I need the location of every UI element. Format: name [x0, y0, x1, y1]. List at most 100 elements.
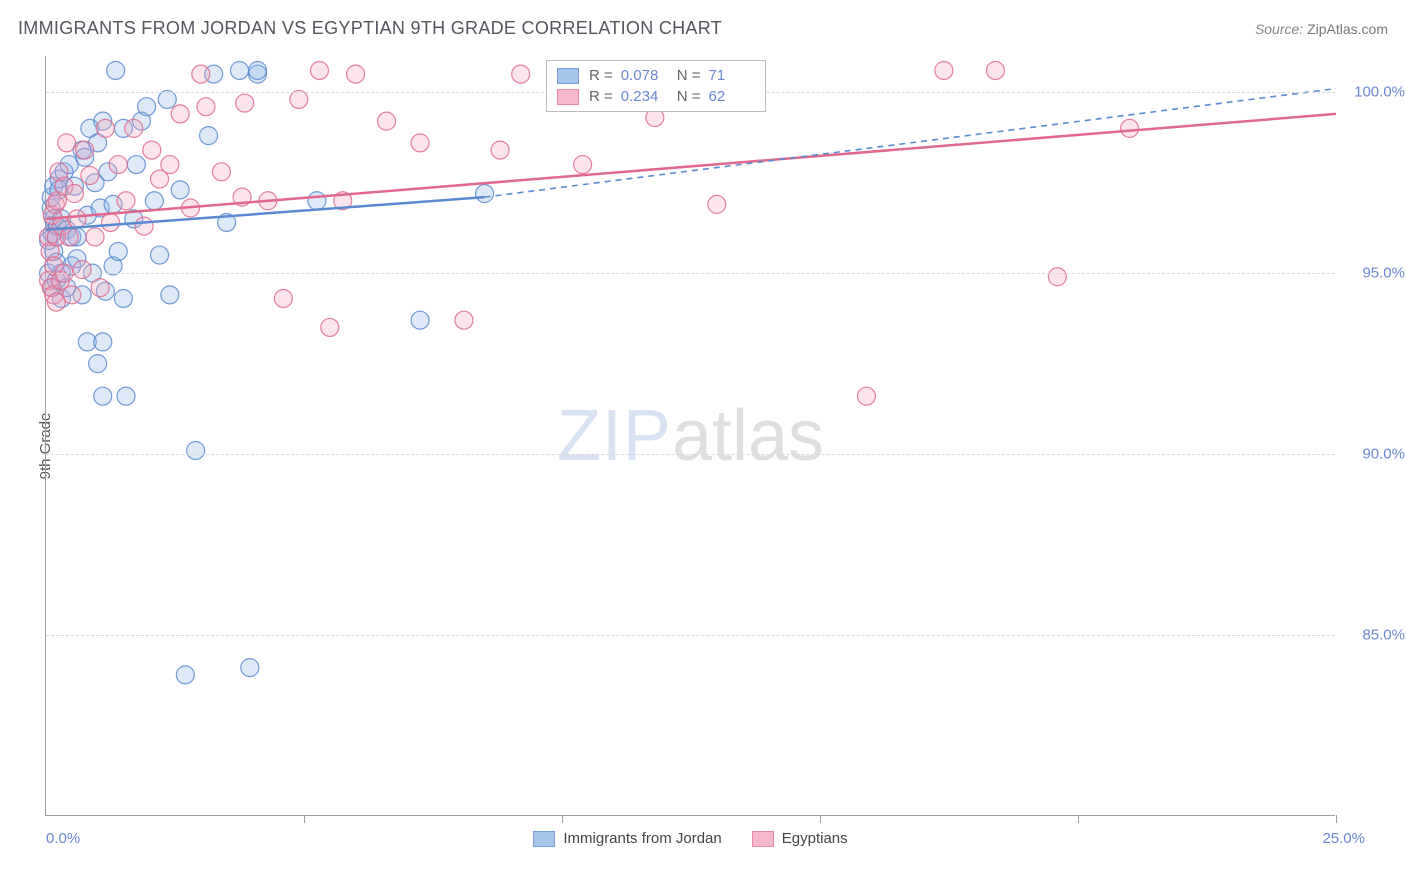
scatter-point-egyptian	[708, 195, 726, 213]
r-label: R =	[589, 67, 613, 84]
y-tick-label: 95.0%	[1345, 265, 1405, 282]
scatter-point-egyptian	[76, 141, 94, 159]
scatter-point-egyptian	[192, 65, 210, 83]
scatter-point-jordan	[94, 387, 112, 405]
scatter-point-jordan	[151, 246, 169, 264]
scatter-point-egyptian	[73, 261, 91, 279]
scatter-point-egyptian	[143, 141, 161, 159]
scatter-point-egyptian	[117, 192, 135, 210]
scatter-point-egyptian	[236, 94, 254, 112]
legend-label-egyptian: Egyptians	[782, 830, 848, 847]
scatter-point-jordan	[187, 441, 205, 459]
scatter-point-jordan	[308, 192, 326, 210]
scatter-point-egyptian	[65, 185, 83, 203]
swatch-egyptian	[752, 831, 774, 847]
scatter-point-egyptian	[411, 134, 429, 152]
scatter-point-egyptian	[455, 311, 473, 329]
source-attribution: Source: ZipAtlas.com	[1255, 21, 1388, 37]
r-label: R =	[589, 88, 613, 105]
legend-row-egyptian: R = 0.234 N = 62	[557, 86, 755, 107]
scatter-point-egyptian	[378, 112, 396, 130]
scatter-point-egyptian	[109, 156, 127, 174]
scatter-point-egyptian	[125, 119, 143, 137]
scatter-point-jordan	[176, 666, 194, 684]
scatter-point-egyptian	[347, 65, 365, 83]
scatter-point-jordan	[411, 311, 429, 329]
n-label: N =	[677, 88, 701, 105]
swatch-jordan	[557, 68, 579, 84]
y-tick-label: 85.0%	[1345, 627, 1405, 644]
scatter-point-jordan	[107, 61, 125, 79]
scatter-point-jordan	[200, 127, 218, 145]
scatter-point-egyptian	[310, 61, 328, 79]
legend-label-jordan: Immigrants from Jordan	[563, 830, 721, 847]
gridline	[46, 454, 1335, 455]
scatter-point-jordan	[241, 659, 259, 677]
scatter-point-egyptian	[491, 141, 509, 159]
source-name: ZipAtlas.com	[1307, 21, 1388, 37]
swatch-egyptian	[557, 89, 579, 105]
n-value-egyptian: 62	[709, 88, 755, 105]
x-tick	[820, 815, 821, 823]
scatter-point-egyptian	[171, 105, 189, 123]
trend-line-egyptian	[46, 114, 1336, 219]
scatter-point-egyptian	[102, 213, 120, 231]
source-label: Source:	[1255, 21, 1303, 37]
scatter-point-jordan	[117, 387, 135, 405]
scatter-point-egyptian	[935, 61, 953, 79]
gridline	[46, 635, 1335, 636]
y-tick-label: 100.0%	[1345, 84, 1405, 101]
series-legend: Immigrants from Jordan Egyptians	[46, 830, 1335, 847]
x-tick	[304, 815, 305, 823]
scatter-point-jordan	[171, 181, 189, 199]
legend-item-egyptian: Egyptians	[752, 830, 848, 847]
scatter-point-jordan	[145, 192, 163, 210]
scatter-svg	[46, 56, 1335, 815]
scatter-point-egyptian	[68, 210, 86, 228]
scatter-point-egyptian	[60, 228, 78, 246]
scatter-point-egyptian	[512, 65, 530, 83]
scatter-point-egyptian	[321, 318, 339, 336]
scatter-point-egyptian	[135, 217, 153, 235]
scatter-point-jordan	[109, 242, 127, 260]
x-tick	[1336, 815, 1337, 823]
scatter-point-egyptian	[58, 134, 76, 152]
scatter-point-egyptian	[1121, 119, 1139, 137]
scatter-point-jordan	[94, 333, 112, 351]
scatter-point-egyptian	[274, 289, 292, 307]
n-value-jordan: 71	[709, 67, 755, 84]
scatter-point-egyptian	[63, 286, 81, 304]
scatter-point-egyptian	[1048, 268, 1066, 286]
scatter-point-egyptian	[91, 279, 109, 297]
chart-plot-area: ZIPatlas R = 0.078 N = 71 R = 0.234 N = …	[45, 56, 1335, 816]
scatter-point-egyptian	[81, 166, 99, 184]
scatter-point-egyptian	[161, 156, 179, 174]
scatter-point-jordan	[476, 185, 494, 203]
x-tick	[562, 815, 563, 823]
scatter-point-jordan	[114, 289, 132, 307]
scatter-point-jordan	[231, 61, 249, 79]
scatter-point-egyptian	[86, 228, 104, 246]
y-tick-label: 90.0%	[1345, 446, 1405, 463]
scatter-point-jordan	[127, 156, 145, 174]
correlation-legend: R = 0.078 N = 71 R = 0.234 N = 62	[546, 60, 766, 112]
scatter-point-egyptian	[212, 163, 230, 181]
scatter-point-jordan	[249, 61, 267, 79]
scatter-point-egyptian	[96, 119, 114, 137]
scatter-point-egyptian	[986, 61, 1004, 79]
scatter-point-jordan	[161, 286, 179, 304]
legend-item-jordan: Immigrants from Jordan	[533, 830, 721, 847]
swatch-jordan	[533, 831, 555, 847]
legend-row-jordan: R = 0.078 N = 71	[557, 65, 755, 86]
scatter-point-jordan	[89, 355, 107, 373]
gridline	[46, 273, 1335, 274]
scatter-point-egyptian	[574, 156, 592, 174]
chart-title: IMMIGRANTS FROM JORDAN VS EGYPTIAN 9TH G…	[18, 18, 722, 39]
x-tick	[1078, 815, 1079, 823]
r-value-egyptian: 0.234	[621, 88, 667, 105]
scatter-point-egyptian	[857, 387, 875, 405]
scatter-point-jordan	[138, 98, 156, 116]
n-label: N =	[677, 67, 701, 84]
scatter-point-egyptian	[197, 98, 215, 116]
r-value-jordan: 0.078	[621, 67, 667, 84]
